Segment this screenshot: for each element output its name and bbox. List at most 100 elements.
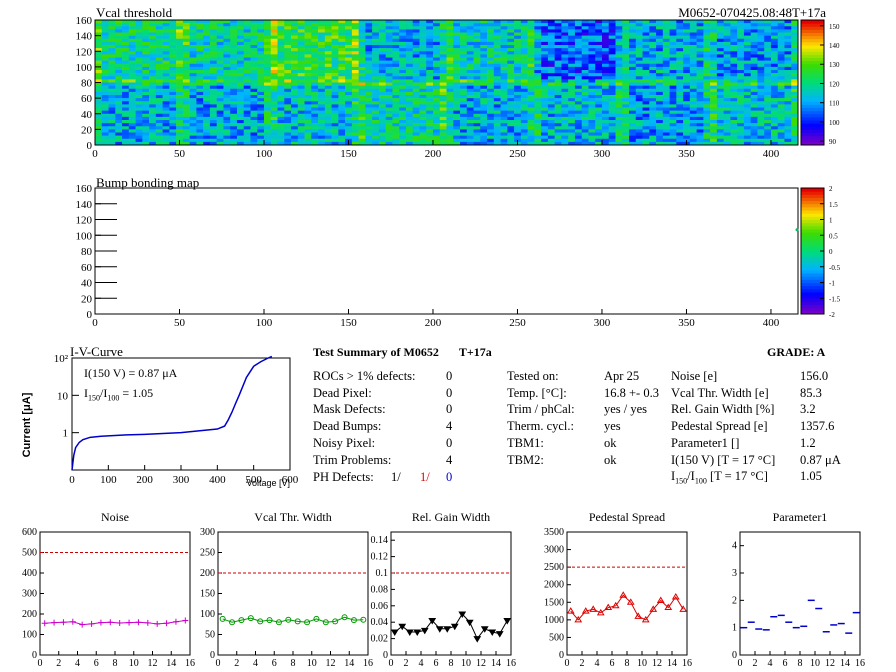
y-tick-label: 2000 <box>544 580 564 591</box>
heatmap-cell <box>669 101 677 105</box>
heatmap-cell <box>324 20 332 24</box>
heatmap-cell <box>426 123 434 127</box>
heatmap-cell <box>182 48 190 52</box>
heatmap-cell <box>629 98 637 102</box>
heatmap-cell <box>426 120 434 124</box>
heatmap-cell <box>737 66 745 71</box>
heatmap-cell <box>439 107 447 111</box>
palette-cell <box>801 307 824 312</box>
heatmap-cell <box>696 120 704 124</box>
heatmap-cell <box>689 63 697 68</box>
heatmap-cell <box>196 73 204 77</box>
heatmap-cell <box>351 29 359 33</box>
heatmap-cell <box>412 60 420 65</box>
heatmap-cell <box>507 38 515 43</box>
heatmap-cell <box>169 23 177 27</box>
heatmap-cell <box>385 141 393 146</box>
heatmap-cell <box>716 23 724 27</box>
heatmap-cell <box>311 23 319 27</box>
heatmap-cell <box>250 38 258 43</box>
heatmap-cell <box>757 26 765 30</box>
heatmap-cell <box>405 73 414 77</box>
heatmap-cell <box>176 79 184 83</box>
heatmap-cell <box>182 138 190 143</box>
heatmap-cell <box>710 91 718 96</box>
heatmap-cell <box>203 101 211 105</box>
heatmap-cell <box>615 101 623 105</box>
heatmap-cell <box>182 132 190 136</box>
heatmap-cell <box>615 126 623 130</box>
palette-cell <box>801 48 824 52</box>
heatmap-cell <box>351 129 359 133</box>
heatmap-cell <box>230 104 238 108</box>
heatmap-cell <box>216 38 224 43</box>
heatmap-cell <box>642 51 650 55</box>
heatmap-cell <box>196 26 204 30</box>
heatmap-cell <box>750 35 758 40</box>
heatmap-cell <box>155 129 163 133</box>
heatmap-cell <box>689 95 697 99</box>
heatmap-cell <box>453 123 461 127</box>
heatmap-cell <box>203 29 211 33</box>
heatmap-cell <box>351 41 359 46</box>
heatmap-cell <box>710 51 718 55</box>
heatmap-cell <box>196 41 204 46</box>
heatmap-cell <box>487 45 495 49</box>
heatmap-cell <box>297 129 305 133</box>
heatmap-cell <box>608 29 616 33</box>
heatmap-cell <box>257 132 265 136</box>
heatmap-cell <box>176 51 184 55</box>
heatmap-cell <box>791 20 799 24</box>
heatmap-cell <box>608 126 616 130</box>
heatmap-cell <box>203 95 211 99</box>
heatmap-cell <box>419 70 427 74</box>
heatmap-cell <box>189 66 197 71</box>
heatmap-cell <box>743 98 751 102</box>
heatmap-cell <box>392 98 400 102</box>
heatmap-cell <box>446 104 454 108</box>
heatmap-cell <box>777 91 785 96</box>
heatmap-cell <box>236 113 245 118</box>
heatmap-cell <box>568 38 576 43</box>
heatmap-cell <box>95 48 103 52</box>
heatmap-cell <box>683 126 691 130</box>
heatmap-cell <box>135 54 143 58</box>
heatmap-cell <box>101 101 109 105</box>
heatmap-cell <box>155 135 163 140</box>
heatmap-cell <box>453 45 461 49</box>
heatmap-cell <box>257 45 265 49</box>
heatmap-cell <box>635 45 643 49</box>
heatmap-cell <box>683 48 691 52</box>
heatmap-cell <box>689 76 697 80</box>
heatmap-cell <box>122 88 130 93</box>
heatmap-cell <box>257 41 265 46</box>
data-point <box>144 619 151 626</box>
heatmap-cell <box>683 95 691 99</box>
heatmap-cell <box>649 32 657 36</box>
heatmap-cell <box>629 132 637 136</box>
heatmap-cell <box>405 23 414 27</box>
heatmap-cell <box>426 91 434 96</box>
heatmap-cell <box>108 54 116 58</box>
heatmap-cell <box>676 101 684 105</box>
heatmap-cell <box>135 23 143 27</box>
heatmap-cell <box>446 85 454 90</box>
heatmap-cell <box>324 88 332 93</box>
heatmap-cell <box>304 29 312 33</box>
heatmap-cell <box>358 70 366 74</box>
heatmap-cell <box>547 107 555 111</box>
heatmap-cell <box>622 73 630 77</box>
heatmap-cell <box>263 110 272 115</box>
heatmap-cell <box>311 101 319 105</box>
heatmap-cell <box>95 60 103 65</box>
heatmap-cell <box>480 98 488 102</box>
heatmap-cell <box>743 51 751 55</box>
heatmap-cell <box>791 110 799 115</box>
heatmap-cell <box>689 126 697 130</box>
heatmap-cell <box>703 20 711 24</box>
heatmap-cell <box>466 123 474 127</box>
heatmap-cell <box>777 35 785 40</box>
heatmap-cell <box>142 76 150 80</box>
heatmap-cell <box>439 76 447 80</box>
heatmap-cell <box>784 32 792 36</box>
